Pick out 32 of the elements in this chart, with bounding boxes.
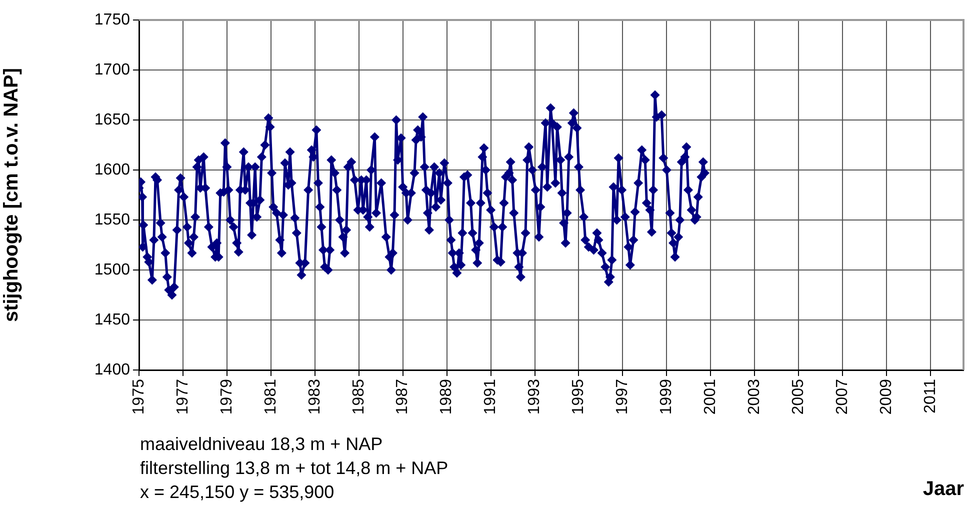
x-tick-label: 1987 bbox=[394, 378, 412, 415]
x-tick-label: 2007 bbox=[834, 378, 851, 415]
y-tick-label: 1700 bbox=[94, 61, 130, 78]
x-tick-label: 2003 bbox=[746, 378, 764, 415]
x-tick-label: 1981 bbox=[262, 378, 280, 415]
y-tick-label: 1650 bbox=[94, 111, 130, 128]
x-axis-title: Jaar bbox=[922, 478, 964, 501]
x-tick-label: 1975 bbox=[130, 378, 148, 415]
x-tick-label: 1989 bbox=[438, 378, 456, 415]
x-tick-label: 2011 bbox=[922, 378, 939, 414]
x-tick-label: 1999 bbox=[658, 378, 676, 415]
y-tick-label: 1600 bbox=[94, 161, 130, 178]
x-tick-label: 1993 bbox=[526, 378, 544, 415]
y-tick-label: 1450 bbox=[94, 311, 130, 328]
text: x = 245,150 y = 535,900 bbox=[140, 481, 336, 504]
x-tick-label: 2001 bbox=[702, 378, 720, 415]
y-tick-label: 1750 bbox=[94, 11, 130, 28]
text: maaiveldniveau 18,3 m + NAP bbox=[140, 433, 384, 456]
y-tick-label: 1550 bbox=[94, 211, 130, 228]
x-tick-label: 1979 bbox=[218, 378, 236, 415]
y-tick-label: 1500 bbox=[94, 261, 130, 278]
y-axis-title: stijghoogte [cm t.o.v. NAP] bbox=[0, 68, 23, 322]
y-tick-label: 1400 bbox=[94, 361, 130, 378]
x-tick-label: 1995 bbox=[570, 378, 588, 415]
x-tick-label: 1977 bbox=[174, 378, 192, 415]
x-tick-label: 1991 bbox=[482, 378, 500, 415]
x-tick-label: 2005 bbox=[790, 378, 808, 415]
x-tick-label: 1983 bbox=[306, 378, 324, 415]
x-tick-label: 2009 bbox=[878, 378, 895, 415]
x-tick-label: 1985 bbox=[350, 378, 368, 415]
text: filterstelling 13,8 m + tot 14,8 m + NAP bbox=[140, 457, 448, 480]
x-tick-label: 1997 bbox=[614, 378, 632, 415]
